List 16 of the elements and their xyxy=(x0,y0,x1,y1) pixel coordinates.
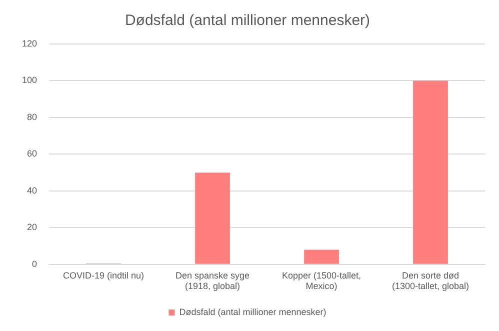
x-tick-label: Den spanske syge (1918, global) xyxy=(175,270,250,292)
x-tick-label: Kopper (1500-tallet, Mexico) xyxy=(282,270,362,292)
chart-title: Dødsfald (antal millioner mennesker) xyxy=(124,12,370,30)
y-tick-label: 120 xyxy=(22,38,38,48)
y-tick-label: 80 xyxy=(27,112,38,122)
y-tick-label: 40 xyxy=(27,185,38,196)
legend-label: Dødsfald (antal millioner mennesker) xyxy=(179,306,326,317)
bar xyxy=(195,172,230,264)
bar xyxy=(304,250,339,264)
x-tick-label: COVID-19 (indtil nu) xyxy=(63,270,144,280)
y-tick-label: 0 xyxy=(32,258,38,269)
y-tick-label: 20 xyxy=(27,222,38,232)
bar xyxy=(413,80,448,264)
y-tick-label: 60 xyxy=(27,148,38,159)
x-tick-label: Den sorte død (1300-tallet, global) xyxy=(392,270,470,292)
y-tick-label: 100 xyxy=(22,75,38,86)
